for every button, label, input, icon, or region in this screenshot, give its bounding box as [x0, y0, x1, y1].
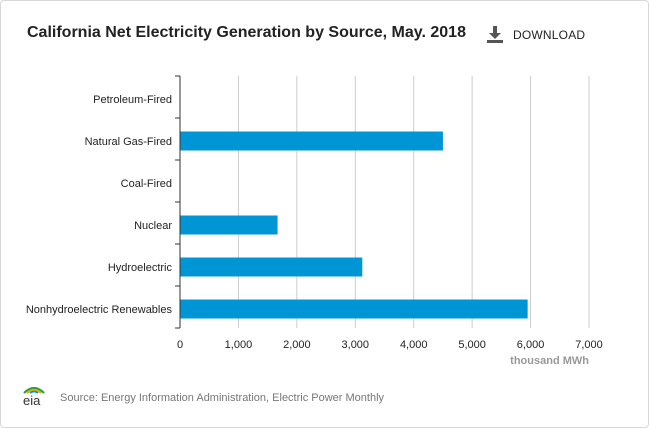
x-tick-label-5000: 5,000 — [458, 339, 486, 351]
x-tick-label-7000: 7,000 — [575, 339, 603, 351]
category-label-hydroelectric: Hydroelectric — [108, 262, 173, 274]
bar-nuclear[interactable] — [180, 215, 278, 235]
category-label-natural-gas-fired: Natural Gas-Fired — [85, 136, 172, 148]
category-label-coal-fired: Coal-Fired — [121, 178, 172, 190]
bar-natural-gas-fired[interactable] — [180, 131, 443, 151]
eia-logo[interactable]: eia — [20, 384, 48, 411]
download-button[interactable]: DOWNLOAD — [487, 26, 585, 43]
chart-title: California Net Electricity Generation by… — [27, 24, 466, 41]
category-label-petroleum-fired: Petroleum-Fired — [93, 94, 172, 106]
x-tick-label-2000: 2,000 — [283, 339, 311, 351]
download-label: DOWNLOAD — [513, 27, 586, 42]
category-label-nuclear: Nuclear — [134, 220, 172, 232]
x-tick-label-1000: 1,000 — [225, 339, 253, 351]
bar-hydroelectric[interactable] — [180, 257, 363, 277]
category-label-nonhydroelectric-renewables: Nonhydroelectric Renewables — [26, 304, 173, 316]
x-tick-label-3000: 3,000 — [342, 339, 370, 351]
eia-logo-text: eia — [23, 393, 41, 406]
bar-chart: Petroleum-Fired Natural Gas-Fired Coal-Fir… — [26, 75, 603, 367]
chart-footer: eia Source: Energy Information Administr… — [20, 384, 384, 411]
bar-nonhydroelectric-renewables[interactable] — [180, 299, 528, 319]
x-tick-label-0: 0 — [177, 339, 183, 351]
download-icon — [487, 26, 503, 43]
source-note: Source: Energy Information Administratio… — [60, 391, 385, 404]
x-tick-label-6000: 6,000 — [517, 339, 545, 351]
x-tick-label-4000: 4,000 — [400, 339, 428, 351]
x-axis-label: thousand MWh — [510, 355, 589, 367]
